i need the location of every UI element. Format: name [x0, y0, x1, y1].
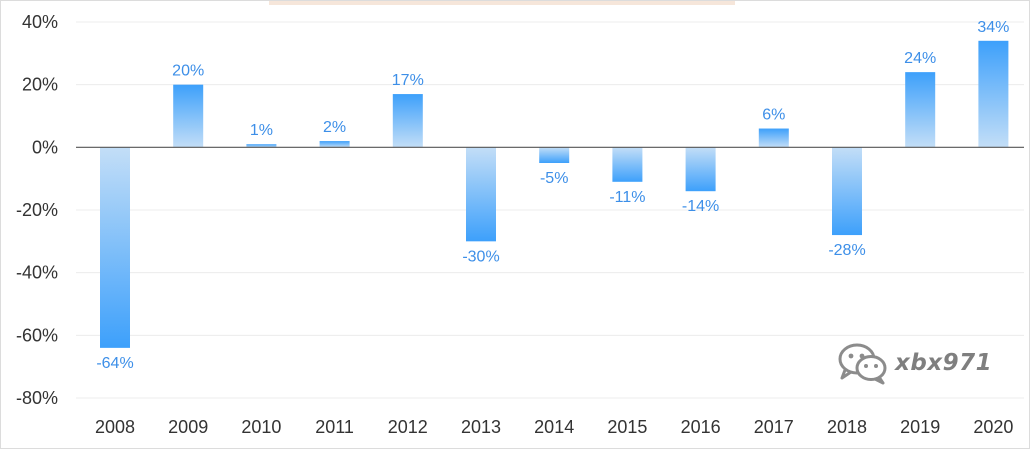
bar: [905, 72, 936, 148]
y-tick-label: -80%: [16, 388, 58, 408]
x-tick-label: 2010: [241, 417, 281, 437]
top-decoration-strip: [269, 1, 735, 5]
y-tick-label: 0%: [32, 137, 58, 157]
x-tick-label: 2018: [827, 417, 867, 437]
bar: [685, 147, 716, 192]
bar: [832, 147, 862, 236]
wechat-icon: [838, 343, 887, 385]
bar: [100, 147, 130, 348]
x-tick-label: 2015: [607, 417, 647, 437]
x-tick-label: 2011: [315, 417, 354, 437]
x-tick-label: 2013: [461, 417, 501, 437]
x-tick-label: 2016: [681, 417, 721, 437]
watermark: xbx971: [837, 341, 992, 385]
bar: [246, 144, 277, 148]
data-label: -5%: [540, 170, 568, 187]
data-label: 6%: [762, 107, 785, 124]
grid-lines: [76, 21, 1024, 399]
y-tick-label: -60%: [16, 325, 58, 345]
data-label: -11%: [609, 189, 645, 206]
x-tick-label: 2012: [388, 417, 428, 437]
x-tick-label: 2014: [534, 417, 574, 437]
y-axis-tick-labels: 40% 20% 0% -20% -40% -60% -80%: [16, 12, 58, 408]
bars: [100, 40, 1009, 348]
data-label: 34%: [977, 19, 1009, 36]
x-tick-label: 2019: [900, 417, 940, 437]
x-tick-label: 2009: [168, 417, 208, 437]
x-tick-label: 2017: [754, 417, 794, 437]
y-tick-label: 40%: [22, 12, 58, 32]
data-label: 17%: [392, 72, 424, 89]
data-label: -28%: [828, 242, 865, 259]
data-labels: -64% 20% 1% 2% 17% -30% -5% -11% -14% 6% -28% 24% 34…: [96, 19, 1009, 372]
x-tick-label: 2020: [973, 417, 1013, 437]
bar: [758, 128, 789, 148]
bar: [392, 94, 423, 148]
watermark-text: xbx971: [895, 350, 993, 376]
x-tick-label: 2008: [95, 417, 135, 437]
y-tick-label: -20%: [16, 200, 58, 220]
bar: [978, 40, 1009, 148]
data-label: 24%: [904, 50, 936, 67]
data-label: 1%: [250, 122, 273, 139]
x-axis-tick-labels: 2008 2009 2010 2011 2012 2013 2014 2015 2016 2017…: [95, 417, 1013, 437]
y-tick-label: -40%: [16, 263, 58, 283]
data-label: -30%: [462, 248, 499, 265]
y-tick-label: 20%: [22, 75, 58, 95]
bar: [173, 84, 204, 148]
bar: [539, 147, 570, 163]
data-label: -64%: [96, 355, 133, 372]
bar: [612, 147, 643, 182]
data-label: 20%: [172, 63, 204, 80]
bar: [466, 147, 496, 242]
bar: [319, 141, 350, 148]
data-label: -14%: [682, 198, 719, 215]
data-label: 2%: [323, 119, 346, 136]
